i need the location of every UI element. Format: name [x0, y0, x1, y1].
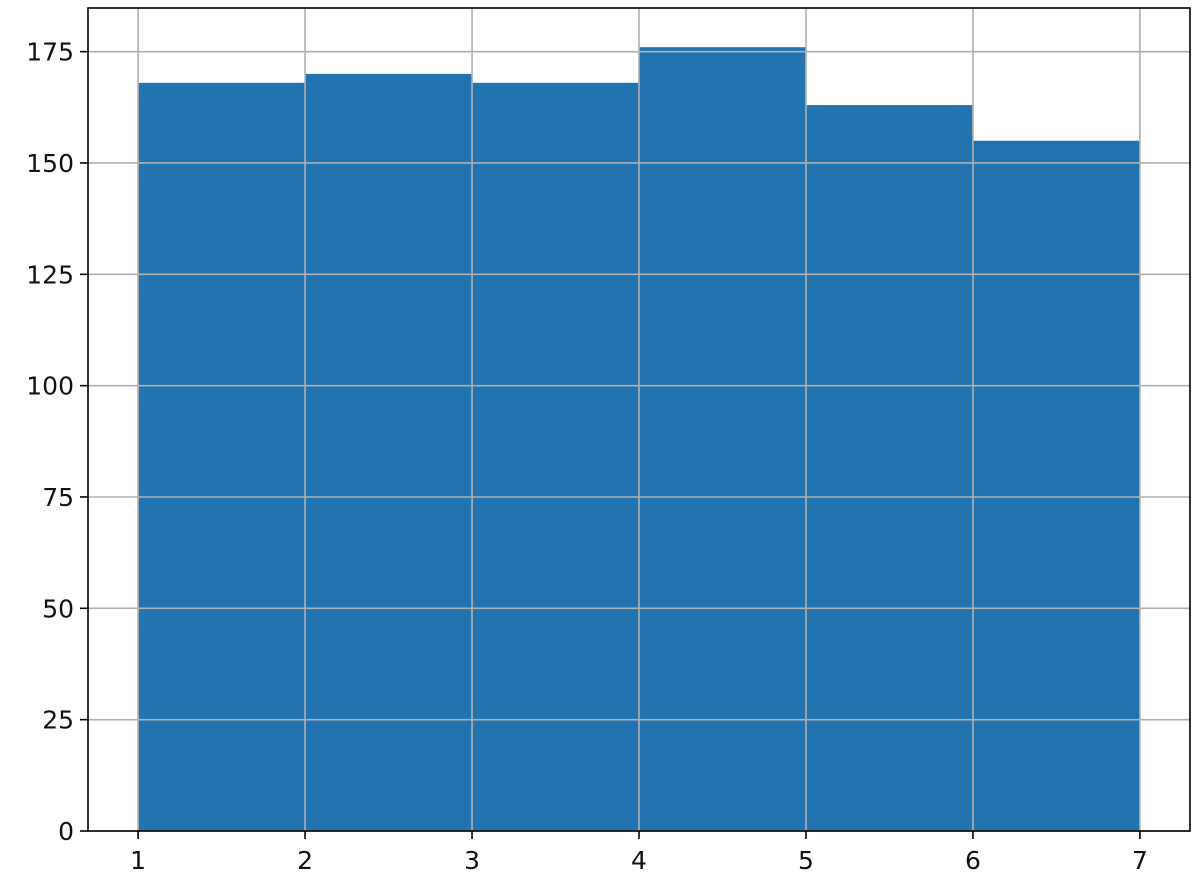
histogram-bar: [972, 140, 1140, 831]
grid-layer: [88, 8, 1190, 832]
x-tick-label: 1: [130, 846, 146, 875]
y-tick-label: 25: [42, 706, 74, 735]
y-tick-label: 150: [26, 149, 74, 178]
x-tick-label: 5: [798, 846, 814, 875]
x-tick-label: 3: [464, 846, 480, 875]
y-axis-ticks: 0 25 50 75 100 125 150 175: [26, 38, 88, 846]
x-tick-label: 4: [631, 846, 647, 875]
histogram-bar: [472, 82, 639, 832]
x-tick-label: 7: [1132, 846, 1148, 875]
histogram-bar: [305, 73, 473, 831]
y-tick-label: 0: [58, 817, 74, 846]
y-tick-label: 100: [26, 372, 74, 401]
x-axis-ticks: 1 2 3 4 5 6 7: [130, 831, 1148, 875]
x-tick-label: 2: [297, 846, 313, 875]
histogram-bar: [639, 47, 806, 831]
y-tick-label: 125: [26, 260, 74, 289]
x-tick-label: 6: [965, 846, 981, 875]
y-tick-label: 50: [42, 594, 74, 623]
y-tick-label: 75: [42, 483, 74, 512]
y-tick-label: 175: [26, 38, 74, 67]
bars-layer: [138, 47, 1140, 832]
histogram-bar: [805, 105, 973, 831]
histogram-bar: [138, 82, 306, 832]
